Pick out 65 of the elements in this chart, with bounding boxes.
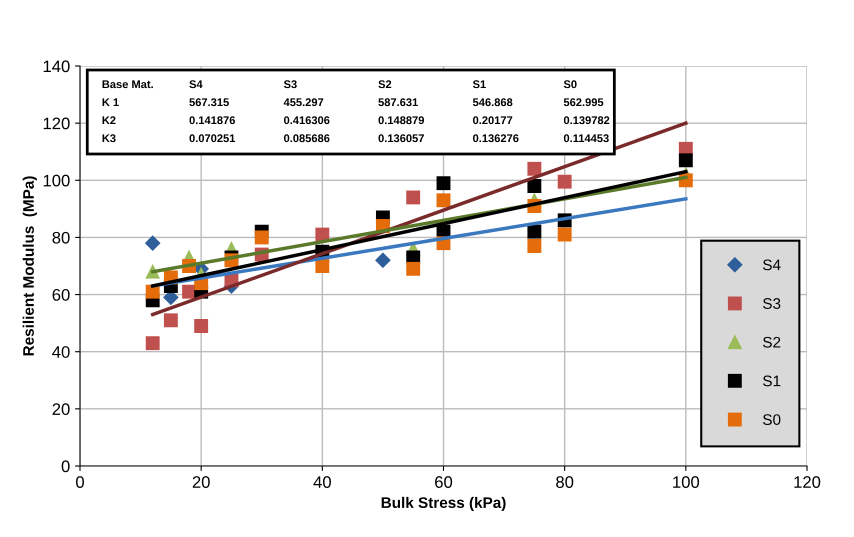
legend-label: S0 <box>763 414 780 426</box>
point <box>145 236 160 251</box>
point <box>164 313 178 328</box>
x-tick-label: 100 <box>673 476 700 488</box>
point <box>527 224 542 239</box>
y-tick-label: 0 <box>62 460 70 472</box>
annotation: S1 <box>472 80 486 88</box>
y-tick-label: 100 <box>44 174 70 186</box>
point <box>527 239 542 253</box>
legend-label: S1 <box>763 376 780 386</box>
y-tick-label: 60 <box>52 288 70 301</box>
annotation: K3 <box>102 134 116 142</box>
point <box>678 153 693 168</box>
annotation: 0.114453 <box>564 134 609 142</box>
point <box>146 336 160 350</box>
annotation: S4 <box>189 80 203 88</box>
annotation: 455.297 <box>284 98 324 106</box>
legend-label: S3 <box>763 298 780 309</box>
point <box>315 228 330 242</box>
annotation: 587.631 <box>378 98 418 106</box>
annotation: 546.868 <box>472 98 512 106</box>
point <box>558 174 572 189</box>
annotation: K2 <box>102 116 116 124</box>
annotation: S0 <box>564 80 577 88</box>
x-tick-label: 0 <box>76 476 84 488</box>
x-tick-label: 60 <box>435 476 452 488</box>
annotation: S2 <box>378 80 392 88</box>
annotation: 0.20177 <box>473 116 512 124</box>
annotation: 0.085686 <box>284 134 330 142</box>
point <box>436 176 450 190</box>
x-tick-label: 120 <box>794 476 820 488</box>
point <box>436 193 450 208</box>
point <box>254 230 269 244</box>
annotation: 0.139782 <box>564 116 610 124</box>
point <box>194 319 208 333</box>
y-axis-title: Resilient Modulus (MPa) <box>22 176 37 356</box>
annotation: 0.416306 <box>284 116 330 124</box>
point <box>406 190 420 204</box>
annotation: 0.148879 <box>378 116 424 124</box>
annotation: K 1 <box>102 98 119 106</box>
y-tick-label: 140 <box>44 60 70 72</box>
point <box>375 252 390 268</box>
x-tick-label: 80 <box>556 476 574 488</box>
annotation: 562.995 <box>564 98 604 106</box>
x-tick-label: 40 <box>313 476 331 488</box>
y-tick-label: 20 <box>52 403 70 416</box>
point <box>315 259 330 273</box>
annotation: Base Mat. <box>102 80 153 88</box>
y-tick-label: 40 <box>52 346 70 358</box>
y-tick-label: 80 <box>52 232 70 244</box>
point <box>406 262 420 276</box>
annotation: S3 <box>284 80 297 88</box>
y-tick-label: 120 <box>44 118 70 130</box>
legend-label: S4 <box>763 259 781 270</box>
legend-label: S2 <box>763 336 780 348</box>
point <box>527 179 542 193</box>
annotation: 567.315 <box>189 98 229 106</box>
annotation: 0.136276 <box>473 134 519 142</box>
annotation: 0.141876 <box>189 116 235 124</box>
point <box>527 162 542 176</box>
annotation: 0.070251 <box>189 134 236 142</box>
x-tick-label: 20 <box>192 476 210 488</box>
annotation: 0.136057 <box>378 134 424 142</box>
point <box>558 228 572 242</box>
x-axis-title: Bulk Stress (kPa) <box>382 496 506 512</box>
